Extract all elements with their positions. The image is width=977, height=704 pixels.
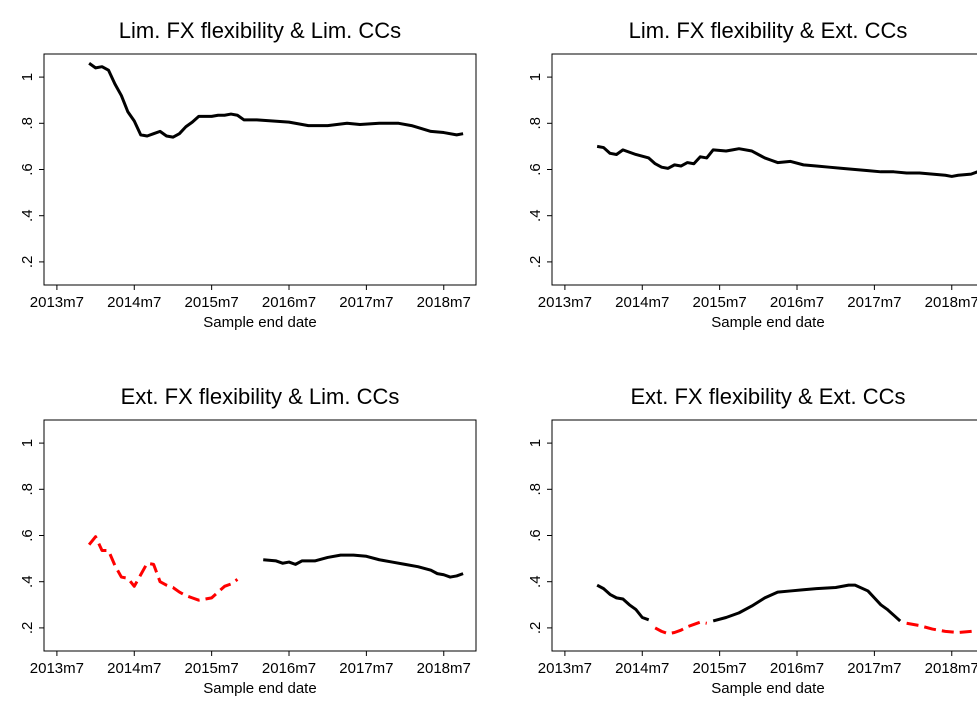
y-tick-label: .4 [19, 209, 36, 222]
y-tick-label: .2 [19, 256, 36, 269]
x-tick-label: 2014m7 [107, 660, 161, 677]
x-tick-label: 2016m7 [262, 294, 316, 311]
x-tick-label: 2018m7 [925, 294, 977, 311]
x-axis-label: Sample end date [203, 680, 316, 697]
x-tick-label: 2013m7 [538, 660, 592, 677]
y-tick-label: .4 [527, 209, 544, 222]
x-tick-label: 2017m7 [847, 294, 901, 311]
x-tick-label: 2015m7 [185, 294, 239, 311]
x-tick-label: 2016m7 [770, 294, 824, 311]
line-series [712, 583, 902, 623]
y-tick-label: .8 [527, 117, 544, 130]
y-tick-label: .4 [19, 575, 36, 588]
x-tick-label: 2017m7 [339, 660, 393, 677]
line-series [263, 553, 464, 579]
x-tick-label: 2015m7 [693, 294, 747, 311]
x-axis-label: Sample end date [711, 680, 824, 697]
y-tick-label: .2 [527, 256, 544, 269]
x-tick-label: 2015m7 [693, 660, 747, 677]
line-series [906, 621, 977, 635]
y-tick-label: .6 [527, 163, 544, 176]
y-tick-label: .6 [19, 163, 36, 176]
x-tick-label: 2015m7 [185, 660, 239, 677]
y-tick-label: .8 [19, 117, 36, 130]
x-tick-label: 2018m7 [417, 294, 471, 311]
y-tick-label: .8 [527, 483, 544, 496]
y-tick-label: .2 [19, 622, 36, 635]
x-axis-label: Sample end date [203, 314, 316, 331]
panel: Ext. FX flexibility & Lim. CCs .2 .4 .6 .8 1 2… [19, 384, 477, 697]
x-axis-label: Sample end date [711, 314, 824, 331]
x-tick-label: 2014m7 [107, 294, 161, 311]
x-tick-label: 2017m7 [847, 660, 901, 677]
y-tick-label: 1 [527, 439, 544, 447]
line-series [596, 144, 977, 178]
chart-title: Lim. FX flexibility & Ext. CCs [629, 18, 908, 43]
y-tick-label: .8 [19, 483, 36, 496]
x-tick-label: 2013m7 [538, 294, 592, 311]
x-tick-label: 2014m7 [615, 660, 669, 677]
y-tick-label: .4 [527, 575, 544, 588]
x-tick-label: 2017m7 [339, 294, 393, 311]
y-tick-label: .6 [527, 529, 544, 542]
y-tick-label: 1 [527, 73, 544, 81]
y-tick-label: .6 [19, 529, 36, 542]
x-tick-label: 2018m7 [417, 660, 471, 677]
line-series [596, 583, 650, 622]
y-tick-label: 1 [19, 439, 36, 447]
x-tick-label: 2013m7 [30, 660, 84, 677]
x-tick-label: 2013m7 [30, 294, 84, 311]
chart-title: Ext. FX flexibility & Lim. CCs [121, 384, 400, 409]
line-series [654, 620, 708, 636]
line-series [88, 62, 464, 139]
panel: Lim. FX flexibility & Ext. CCs .2 .4 .6 .8 1 2… [527, 18, 977, 331]
x-tick-label: 2016m7 [262, 660, 316, 677]
panel: Ext. FX flexibility & Ext. CCs .2 .4 .6 .8 1 2… [527, 384, 977, 697]
panel: Lim. FX flexibility & Lim. CCs .2 .4 .6 .8 1 2… [19, 18, 477, 331]
x-tick-label: 2014m7 [615, 294, 669, 311]
x-tick-label: 2018m7 [925, 660, 977, 677]
line-series [87, 535, 239, 602]
chart-title: Ext. FX flexibility & Ext. CCs [630, 384, 905, 409]
chart-title: Lim. FX flexibility & Lim. CCs [119, 18, 401, 43]
x-tick-label: 2016m7 [770, 660, 824, 677]
y-tick-label: .2 [527, 622, 544, 635]
y-tick-label: 1 [19, 73, 36, 81]
